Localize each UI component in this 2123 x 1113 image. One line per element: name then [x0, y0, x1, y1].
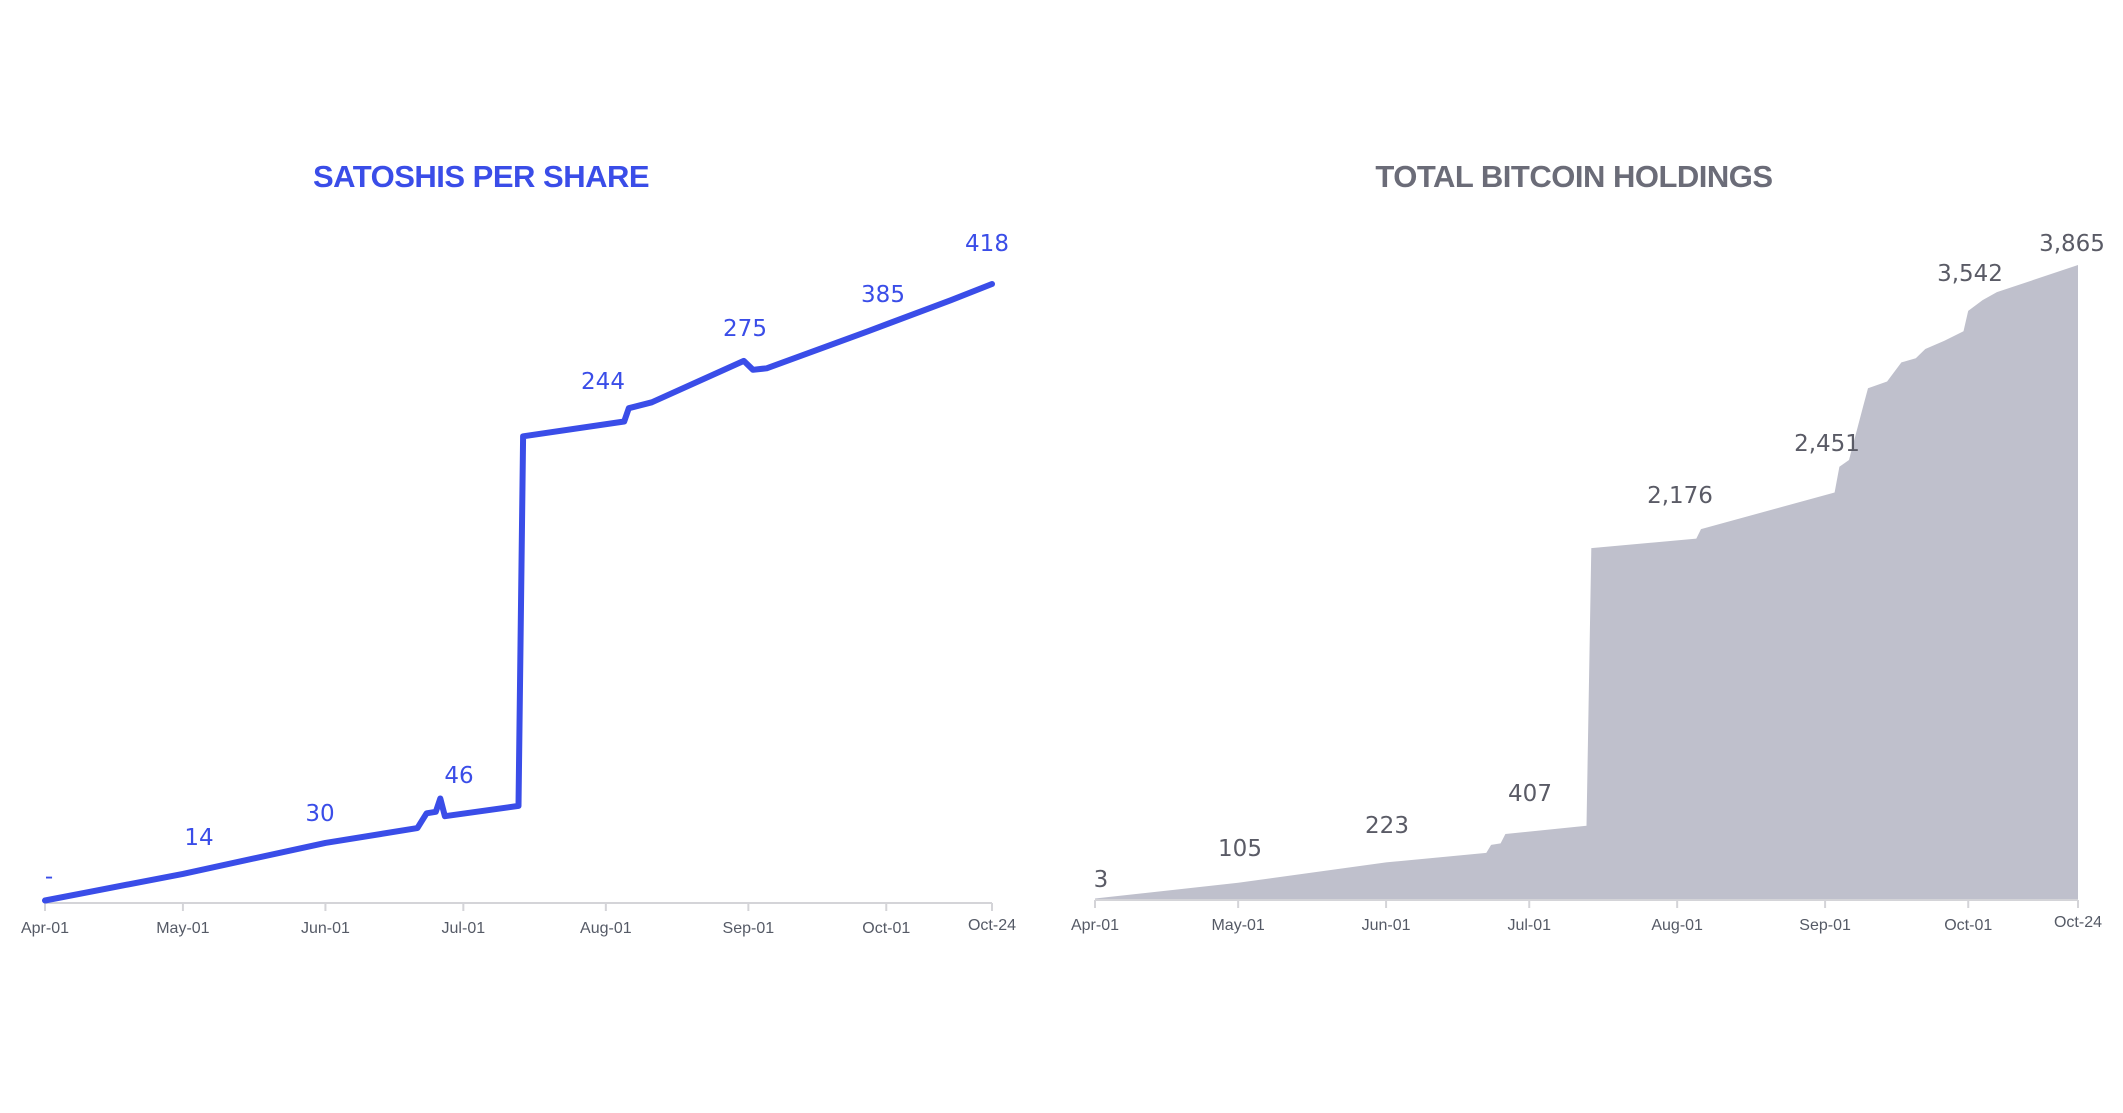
data-label: 46 — [444, 763, 473, 789]
x-tick-label: May-01 — [1211, 917, 1264, 934]
bitcoin-chart-title: TOTAL BITCOIN HOLDINGS — [1375, 159, 1772, 194]
data-label: 418 — [965, 231, 1009, 257]
data-label: 3,865 — [2039, 231, 2105, 257]
satoshis-line — [42, 281, 995, 904]
holdings-area — [1095, 265, 2078, 899]
x-tick-label: Sep-01 — [723, 920, 775, 937]
data-label: 385 — [861, 282, 905, 308]
x-tick-label: Jul-01 — [1507, 917, 1551, 934]
data-label: - — [45, 864, 53, 890]
data-label: 105 — [1218, 836, 1262, 862]
data-label: 2,176 — [1647, 483, 1713, 509]
x-tick-label: May-01 — [156, 920, 209, 937]
data-label: 2,451 — [1794, 431, 1860, 457]
x-tick-label: Jul-01 — [442, 920, 486, 937]
x-tick-label: Jun-01 — [1362, 917, 1411, 934]
x-tick-label: Aug-01 — [580, 920, 632, 937]
satoshis-chart-title: SATOSHIS PER SHARE — [313, 159, 649, 194]
total-bitcoin-holdings-chart: Apr-01 May-01 Jun-01 Jul-01 Aug-01 Sep-01 Oct-… — [1071, 231, 2105, 934]
data-label: 3,542 — [1937, 261, 2003, 287]
data-label: 244 — [581, 369, 625, 395]
data-label: 30 — [305, 801, 334, 827]
x-tick-label: Oct-24 — [968, 917, 1016, 934]
x-tick-label: Aug-01 — [1651, 917, 1703, 934]
data-label: 3 — [1094, 867, 1109, 893]
x-tick-label: Sep-01 — [1799, 917, 1851, 934]
data-label: 14 — [184, 825, 213, 851]
x-tick-label: Apr-01 — [21, 920, 69, 937]
x-tick-label: Oct-01 — [862, 920, 910, 937]
data-label: 223 — [1365, 813, 1409, 839]
x-tick-label: Apr-01 — [1071, 917, 1119, 934]
x-tick-label: Oct-01 — [1944, 917, 1992, 934]
data-label: 407 — [1508, 781, 1552, 807]
satoshis-per-share-chart: Apr-01 May-01 Jun-01 Jul-01 Aug-01 Sep-01 Oct-… — [21, 231, 1016, 937]
data-label: 275 — [723, 316, 767, 342]
x-tick-label: Jun-01 — [301, 920, 350, 937]
x-tick-label: Oct-24 — [2054, 914, 2102, 931]
